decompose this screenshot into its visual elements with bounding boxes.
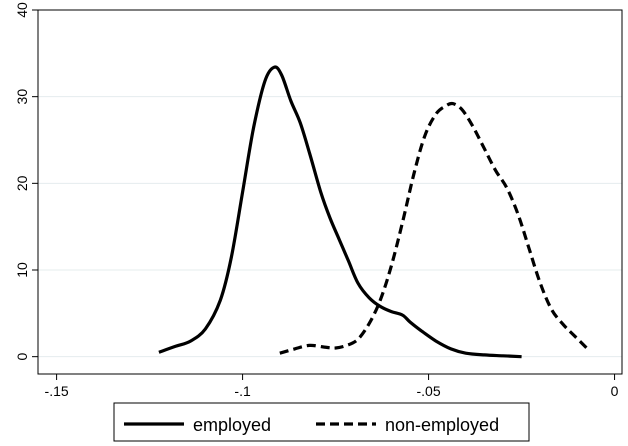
x-tick-label: -.15 bbox=[45, 383, 69, 399]
y-tick-label: 20 bbox=[14, 175, 30, 191]
legend-box bbox=[113, 402, 530, 442]
series-layer bbox=[158, 65, 588, 359]
y-tick-label: 40 bbox=[14, 2, 30, 18]
series-line-non-employed bbox=[279, 101, 588, 355]
legend: employed non-employed bbox=[113, 402, 530, 442]
plot-area bbox=[37, 9, 623, 375]
x-tick-label: -.1 bbox=[234, 383, 251, 399]
y-tick-label: 0 bbox=[14, 353, 30, 361]
y-tick-label: 30 bbox=[14, 89, 30, 105]
x-tick-label: -.05 bbox=[417, 383, 441, 399]
series-line-employed bbox=[158, 65, 522, 359]
y-axis: 0 10 20 30 40 bbox=[14, 2, 38, 361]
legend-label-employed: employed bbox=[193, 415, 271, 435]
x-tick-label: 0 bbox=[611, 383, 619, 399]
x-axis: -.15 -.1 -.05 0 bbox=[45, 374, 619, 399]
y-tick-label: 10 bbox=[14, 262, 30, 278]
legend-label-non-employed: non-employed bbox=[385, 415, 499, 435]
